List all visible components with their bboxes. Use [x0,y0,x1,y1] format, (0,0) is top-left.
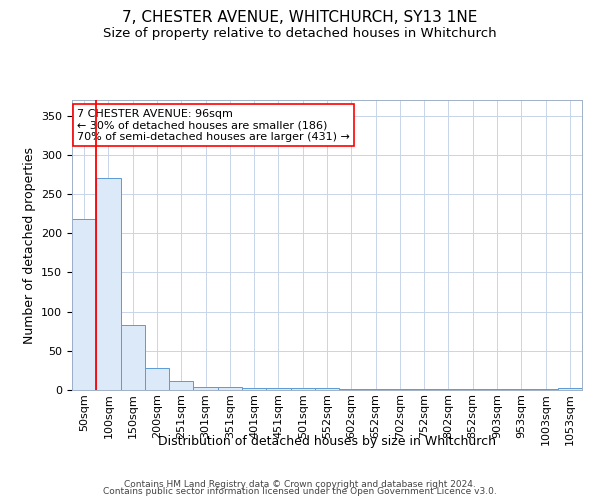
Text: Contains HM Land Registry data © Crown copyright and database right 2024.: Contains HM Land Registry data © Crown c… [124,480,476,489]
Bar [461,389,485,390]
Bar [436,389,461,390]
Text: Size of property relative to detached houses in Whitchurch: Size of property relative to detached ho… [103,28,497,40]
Bar [218,387,242,390]
Bar [96,178,121,390]
Bar [509,389,533,390]
Bar [193,387,218,390]
Bar [169,380,193,390]
Bar [412,389,436,390]
Text: 7, CHESTER AVENUE, WHITCHURCH, SY13 1NE: 7, CHESTER AVENUE, WHITCHURCH, SY13 1NE [122,10,478,25]
Bar [485,389,509,390]
Bar [72,219,96,390]
Text: 7 CHESTER AVENUE: 96sqm
← 30% of detached houses are smaller (186)
70% of semi-d: 7 CHESTER AVENUE: 96sqm ← 30% of detache… [77,108,350,142]
Text: Contains public sector information licensed under the Open Government Licence v3: Contains public sector information licen… [103,488,497,496]
Y-axis label: Number of detached properties: Number of detached properties [23,146,35,344]
Bar [388,389,412,390]
Text: Distribution of detached houses by size in Whitchurch: Distribution of detached houses by size … [158,435,496,448]
Bar [121,325,145,390]
Bar [315,388,339,390]
Bar [533,389,558,390]
Bar [266,388,290,390]
Bar [558,388,582,390]
Bar [339,389,364,390]
Bar [290,388,315,390]
Bar [242,388,266,390]
Bar [364,389,388,390]
Bar [145,368,169,390]
